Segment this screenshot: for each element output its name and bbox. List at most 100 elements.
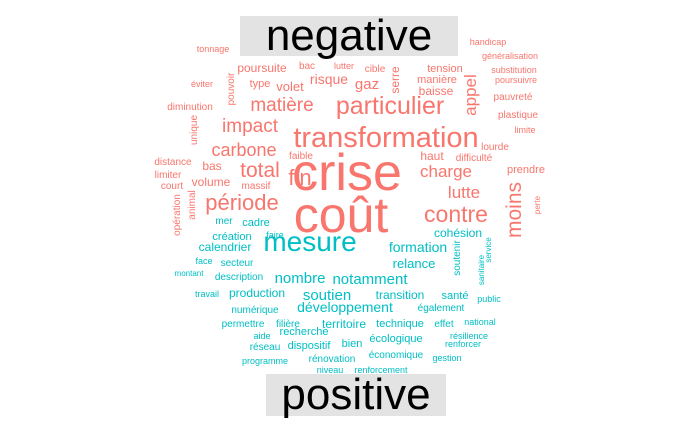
word-negative-type: type: [250, 78, 271, 90]
word-negative-volet: volet: [276, 79, 304, 94]
word-positive-ecologique: écologique: [369, 333, 422, 345]
word-negative-tension: tension: [427, 63, 462, 75]
word-negative-diminution: diminution: [167, 102, 213, 113]
word-positive-sanitaire: sanitaire: [477, 254, 486, 285]
word-positive-egalement: également: [418, 303, 465, 314]
word-negative-animal: animal: [187, 190, 198, 219]
word-positive-soutenir: soutenir: [452, 240, 463, 276]
word-negative-haut: haut: [420, 149, 444, 163]
word-negative-pauvrete: pauvreté: [494, 92, 533, 103]
word-positive-resilience: résilience: [450, 331, 488, 341]
word-negative-cible: cible: [365, 64, 386, 75]
word-negative-transformation: transformation: [293, 122, 478, 154]
word-positive-faire: faire: [266, 230, 284, 240]
group-label-positive: positive: [266, 373, 446, 417]
word-positive-soutien: soutien: [303, 287, 351, 304]
word-negative-lutter: lutter: [334, 61, 354, 71]
word-positive-secteur: secteur: [221, 258, 254, 269]
word-negative-contre: contre: [424, 201, 488, 227]
word-negative-substitution: substitution: [491, 65, 537, 75]
word-positive-aide: aide: [253, 331, 270, 341]
word-positive-effet: effet: [434, 319, 453, 330]
group-label-negative: negative: [240, 14, 458, 58]
word-negative-court: court: [161, 181, 183, 192]
word-positive-technique: technique: [376, 318, 424, 330]
word-negative-appel: appel: [461, 74, 480, 116]
word-positive-formation: formation: [389, 239, 447, 255]
word-positive-cadre: cadre: [242, 217, 270, 229]
word-positive-calendrier: calendrier: [199, 240, 252, 254]
word-negative-perte: perte: [533, 195, 542, 214]
word-positive-reseau: réseau: [250, 342, 281, 353]
word-positive-mesure: mesure: [263, 226, 356, 257]
word-negative-prendre: prendre: [507, 164, 545, 176]
word-positive-developpement: développement: [297, 299, 393, 315]
word-positive-relance: relance: [393, 256, 436, 271]
word-positive-programme: programme: [242, 356, 288, 366]
word-negative-plastique: plastique: [498, 110, 538, 121]
word-negative-lutte: lutte: [448, 183, 480, 202]
word-negative-fin: fin: [288, 165, 311, 190]
word-positive-public: public: [477, 294, 501, 304]
word-positive-renforcer: renforcer: [445, 339, 481, 349]
word-negative-eviter: éviter: [191, 79, 213, 89]
word-positive-production: production: [229, 286, 285, 300]
word-negative-gaz: gaz: [355, 76, 379, 93]
word-positive-niveau: niveau: [317, 365, 344, 375]
word-positive-creation: création: [212, 231, 251, 243]
word-negative-tonnage: tonnage: [197, 44, 230, 54]
word-positive-recherche: recherche: [280, 326, 329, 338]
word-negative-limiter: limiter: [155, 170, 182, 181]
word-negative-periode: période: [205, 190, 278, 215]
word-negative-impact: impact: [222, 116, 279, 137]
word-positive-nombre: nombre: [275, 270, 326, 287]
word-negative-total: total: [240, 159, 280, 182]
word-negative-serre: serre: [388, 66, 402, 94]
word-negative-lourde: lourde: [481, 142, 509, 153]
word-negative-limite: limite: [514, 125, 535, 135]
word-negative-poursuite: poursuite: [237, 61, 287, 75]
word-positive-gestion: gestion: [432, 353, 461, 363]
word-negative-pouvoir: pouvoir: [226, 72, 237, 105]
word-positive-filiere: filière: [276, 319, 300, 330]
word-negative-generalisation: généralisation: [482, 51, 538, 61]
word-negative-charge: charge: [420, 162, 472, 181]
word-positive-transition: transition: [376, 288, 425, 302]
word-negative-massif: massif: [242, 181, 271, 192]
word-positive-cohesion: cohésion: [434, 226, 482, 240]
word-positive-territoire: territoire: [322, 317, 366, 331]
word-positive-bien: bien: [342, 338, 363, 350]
word-positive-renovation: rénovation: [309, 354, 356, 365]
word-positive-face: face: [195, 256, 212, 266]
word-negative-cout: coût: [294, 187, 389, 243]
word-positive-economique: économique: [369, 350, 424, 361]
word-positive-notamment: notamment: [332, 271, 408, 288]
word-negative-baisse: baisse: [419, 84, 454, 98]
word-negative-handicap: handicap: [470, 37, 507, 47]
word-positive-numerique: numérique: [231, 305, 279, 316]
word-negative-difficulte: difficulté: [456, 153, 493, 164]
word-negative-faible: faible: [289, 151, 313, 162]
word-negative-bas: bas: [202, 159, 221, 173]
word-positive-service: service: [484, 237, 493, 263]
word-positive-renforcement: renforcement: [354, 365, 408, 375]
word-negative-poursuivre: poursuivre: [495, 75, 537, 85]
word-negative-moins: moins: [503, 182, 526, 238]
word-negative-risque: risque: [310, 71, 348, 87]
word-positive-permettre: permettre: [222, 319, 265, 330]
word-negative-carbone: carbone: [211, 140, 276, 160]
word-negative-crise: crise: [292, 144, 402, 202]
word-negative-bac: bac: [299, 61, 315, 72]
word-negative-matiere: matière: [250, 95, 313, 116]
word-positive-description: description: [215, 272, 263, 283]
word-positive-travail: travail: [195, 289, 219, 299]
word-negative-maniere: manière: [417, 74, 457, 86]
word-negative-operation: opération: [172, 194, 183, 236]
word-positive-sante: santé: [442, 290, 469, 302]
word-negative-particulier: particulier: [336, 92, 444, 120]
word-negative-volume: volume: [192, 175, 231, 189]
word-negative-unique: unique: [189, 115, 200, 145]
word-positive-mer: mer: [215, 216, 233, 227]
word-positive-montant: montant: [175, 269, 205, 278]
